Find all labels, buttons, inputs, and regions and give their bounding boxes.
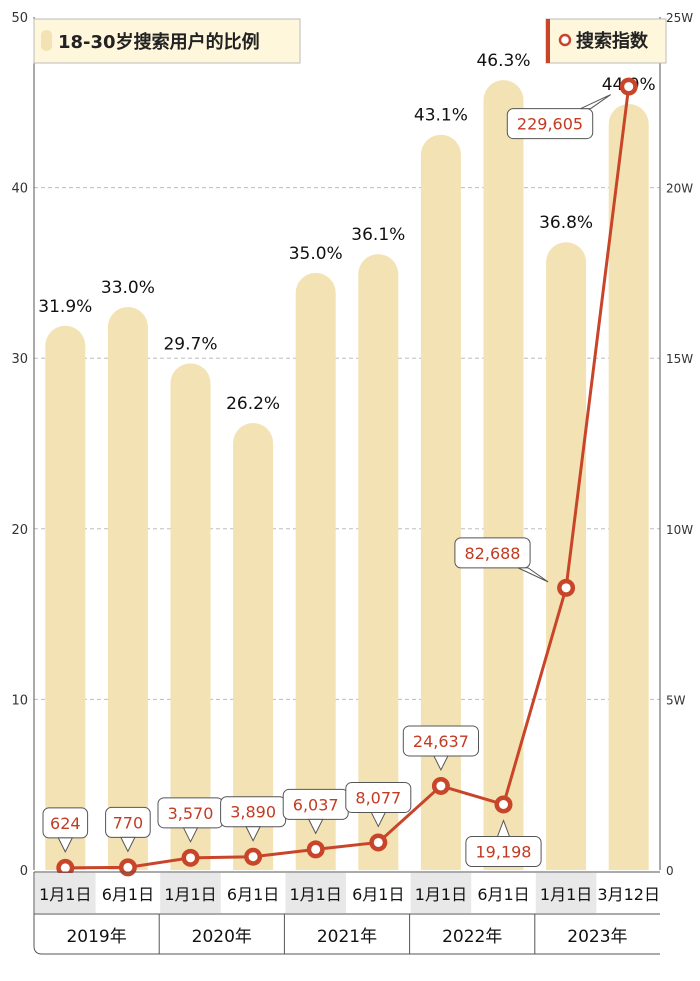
category-label: 3月12日 bbox=[597, 885, 660, 904]
right-tick-label: 15W bbox=[666, 352, 693, 366]
right-axis-ticks: 0 5W 10W 15W 20W 25W bbox=[666, 11, 693, 878]
left-tick-label: 50 bbox=[11, 11, 28, 26]
category-label: 6月1日 bbox=[477, 885, 529, 904]
line-point bbox=[624, 82, 634, 92]
line-point bbox=[186, 853, 195, 863]
category-label: 1月1日 bbox=[540, 885, 592, 904]
category-label: 1月1日 bbox=[415, 885, 467, 904]
bar-series bbox=[45, 80, 649, 871]
callout-pointer bbox=[182, 827, 199, 843]
year-label: 2023年 bbox=[567, 927, 627, 947]
right-tick-label: 20W bbox=[666, 182, 693, 196]
bar-value-label: 36.8% bbox=[539, 213, 593, 233]
category-label: 1月1日 bbox=[39, 885, 91, 904]
x-axis-frame bbox=[33, 872, 660, 955]
line-value-label: 624 bbox=[50, 814, 81, 833]
bar-value-label: 31.9% bbox=[38, 297, 92, 317]
legend-line-label: 搜索指数 bbox=[576, 30, 649, 52]
bar-value-label: 33.0% bbox=[101, 278, 155, 298]
line-value-label: 19,198 bbox=[476, 842, 532, 861]
callout-pointer bbox=[433, 755, 449, 772]
callout-box bbox=[506, 108, 594, 140]
bar-value-label: 35.0% bbox=[289, 244, 343, 264]
category-bg bbox=[410, 873, 472, 913]
bar-value-label: 36.1% bbox=[351, 225, 405, 245]
year-label: 2019年 bbox=[66, 927, 126, 947]
category-bg bbox=[535, 873, 597, 913]
legend-bar-label: 18-30岁搜索用户的比例 bbox=[58, 31, 260, 53]
category-bg bbox=[285, 873, 346, 913]
bar-value-label: 29.7% bbox=[163, 334, 217, 354]
callout-pointer bbox=[517, 567, 549, 583]
line-point bbox=[248, 852, 258, 862]
callout-pointer bbox=[580, 94, 611, 110]
year-label: 2021年 bbox=[317, 927, 377, 947]
category-label: 6月1日 bbox=[102, 885, 154, 904]
left-tick-label: 30 bbox=[11, 352, 28, 367]
legend-line: 搜索指数 bbox=[545, 18, 667, 64]
bar bbox=[107, 307, 148, 870]
left-axis-ticks: 0 10 20 30 40 50 bbox=[11, 11, 28, 879]
callout-box bbox=[454, 537, 531, 569]
line-value-callouts: 624 770 3,570 3,890 6,037 8,077 24,637 19,198 82… bbox=[42, 94, 611, 867]
category-label: 6月1日 bbox=[352, 885, 404, 904]
line-point bbox=[373, 837, 383, 847]
callout-pointer bbox=[496, 819, 511, 837]
line-value-label: 8,077 bbox=[355, 788, 401, 807]
line-point bbox=[123, 862, 133, 872]
line-value-label: 82,688 bbox=[465, 544, 521, 563]
line-value-label: 3,890 bbox=[230, 803, 276, 822]
bar bbox=[483, 80, 524, 870]
bar-value-label: 46.3% bbox=[476, 51, 530, 71]
line-point bbox=[60, 863, 70, 873]
series-line bbox=[65, 86, 631, 870]
callout-pointer bbox=[307, 818, 324, 835]
left-tick-label: 0 bbox=[20, 864, 28, 879]
legend-bar: 18-30岁搜索用户的比例 bbox=[33, 18, 301, 64]
bar bbox=[546, 242, 587, 870]
bar-value-label: 43.1% bbox=[414, 106, 468, 126]
bar bbox=[608, 104, 649, 871]
bar bbox=[45, 325, 86, 870]
line-value-label: 770 bbox=[113, 813, 144, 832]
line-point bbox=[436, 781, 446, 791]
left-tick-label: 20 bbox=[11, 523, 28, 538]
bar-value-labels: 31.9% 33.0% 29.7% 26.2% 35.0% 36.1% 43.1% 46.3%… bbox=[38, 51, 655, 414]
line-point bbox=[311, 844, 321, 854]
right-tick-label: 0 bbox=[666, 864, 674, 878]
line-point bbox=[561, 583, 571, 593]
right-tick-label: 5W bbox=[666, 693, 686, 707]
bar bbox=[358, 254, 399, 870]
bar bbox=[420, 134, 461, 871]
category-bg bbox=[160, 873, 221, 913]
left-tick-label: 40 bbox=[11, 182, 28, 197]
callout-pointer bbox=[57, 837, 74, 853]
callout-pointer bbox=[120, 836, 136, 853]
line-value-label: 3,570 bbox=[168, 804, 214, 823]
right-tick-label: 25W bbox=[666, 11, 693, 25]
category-bg bbox=[35, 873, 96, 913]
right-tick-label: 10W bbox=[666, 523, 693, 537]
bar bbox=[170, 363, 211, 870]
x-axis: 1月1日 6月1日 1月1日 6月1日 1月1日 6月1日 1月1日 6月1日 1月1日 3月12… bbox=[33, 871, 660, 955]
line-value-label: 6,037 bbox=[293, 795, 339, 814]
bar-value-label: 26.2% bbox=[226, 394, 280, 414]
line-value-label: 229,605 bbox=[517, 115, 583, 134]
category-label: 6月1日 bbox=[227, 885, 279, 904]
bar bbox=[295, 272, 336, 870]
line-point bbox=[499, 799, 508, 809]
category-label: 1月1日 bbox=[164, 885, 216, 904]
legend-bar-swatch bbox=[41, 30, 52, 51]
year-label: 2020年 bbox=[192, 927, 252, 947]
line-value-label: 24,637 bbox=[413, 732, 469, 751]
callout-pointer bbox=[370, 811, 387, 828]
year-label: 2022年 bbox=[442, 927, 502, 947]
category-label: 1月1日 bbox=[290, 885, 342, 904]
left-tick-label: 10 bbox=[11, 693, 28, 708]
legend-line-marker bbox=[558, 33, 572, 47]
callout-pointer bbox=[245, 826, 261, 842]
bar bbox=[233, 423, 274, 870]
